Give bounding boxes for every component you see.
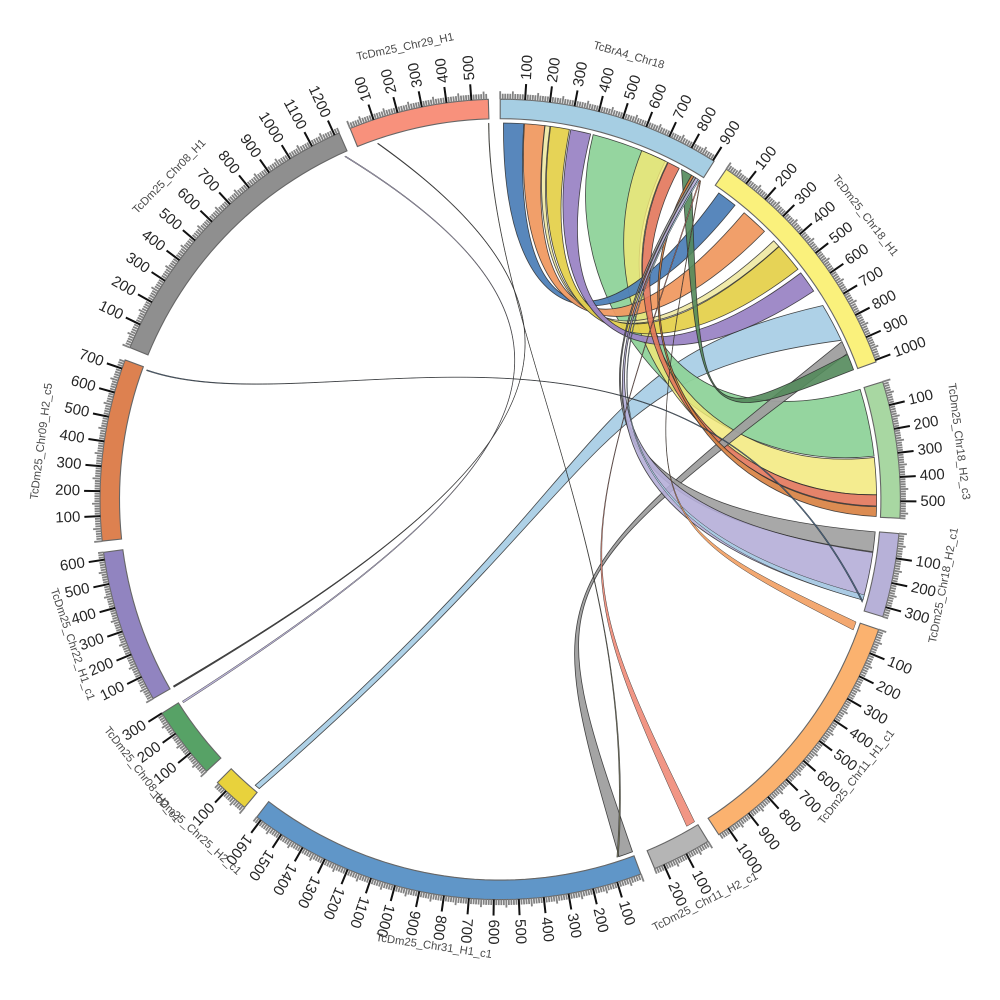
svg-text:500: 500 [460, 55, 479, 81]
svg-text:400: 400 [596, 66, 619, 94]
svg-text:100: 100 [915, 553, 942, 574]
svg-text:400: 400 [58, 426, 85, 446]
svg-text:900: 900 [402, 909, 424, 937]
svg-text:300: 300 [405, 61, 427, 89]
svg-text:500: 500 [63, 580, 91, 602]
svg-text:300: 300 [56, 454, 82, 473]
svg-text:700: 700 [457, 918, 476, 944]
svg-text:500: 500 [63, 399, 91, 421]
svg-text:600: 600 [69, 372, 98, 395]
svg-text:500: 500 [920, 493, 945, 510]
svg-text:200: 200 [912, 413, 940, 434]
svg-text:100: 100 [615, 899, 639, 928]
svg-text:200: 200 [589, 906, 611, 934]
svg-text:200: 200 [378, 67, 401, 96]
svg-text:300: 300 [917, 439, 944, 459]
svg-text:800: 800 [429, 914, 449, 941]
svg-text:200: 200 [544, 57, 564, 84]
svg-text:200: 200 [55, 482, 80, 500]
svg-text:200: 200 [909, 579, 937, 601]
svg-text:400: 400 [537, 916, 557, 943]
svg-text:300: 300 [903, 604, 932, 627]
svg-text:100: 100 [907, 386, 935, 408]
svg-text:100: 100 [518, 54, 537, 80]
svg-text:400: 400 [919, 466, 945, 484]
svg-text:600: 600 [59, 554, 86, 575]
svg-text:500: 500 [511, 919, 529, 945]
svg-text:600: 600 [485, 919, 502, 944]
svg-text:300: 300 [564, 912, 585, 940]
svg-text:400: 400 [432, 57, 452, 84]
svg-text:400: 400 [69, 605, 98, 628]
svg-text:300: 300 [570, 60, 591, 88]
svg-text:100: 100 [55, 509, 81, 527]
svg-text:500: 500 [621, 73, 645, 102]
